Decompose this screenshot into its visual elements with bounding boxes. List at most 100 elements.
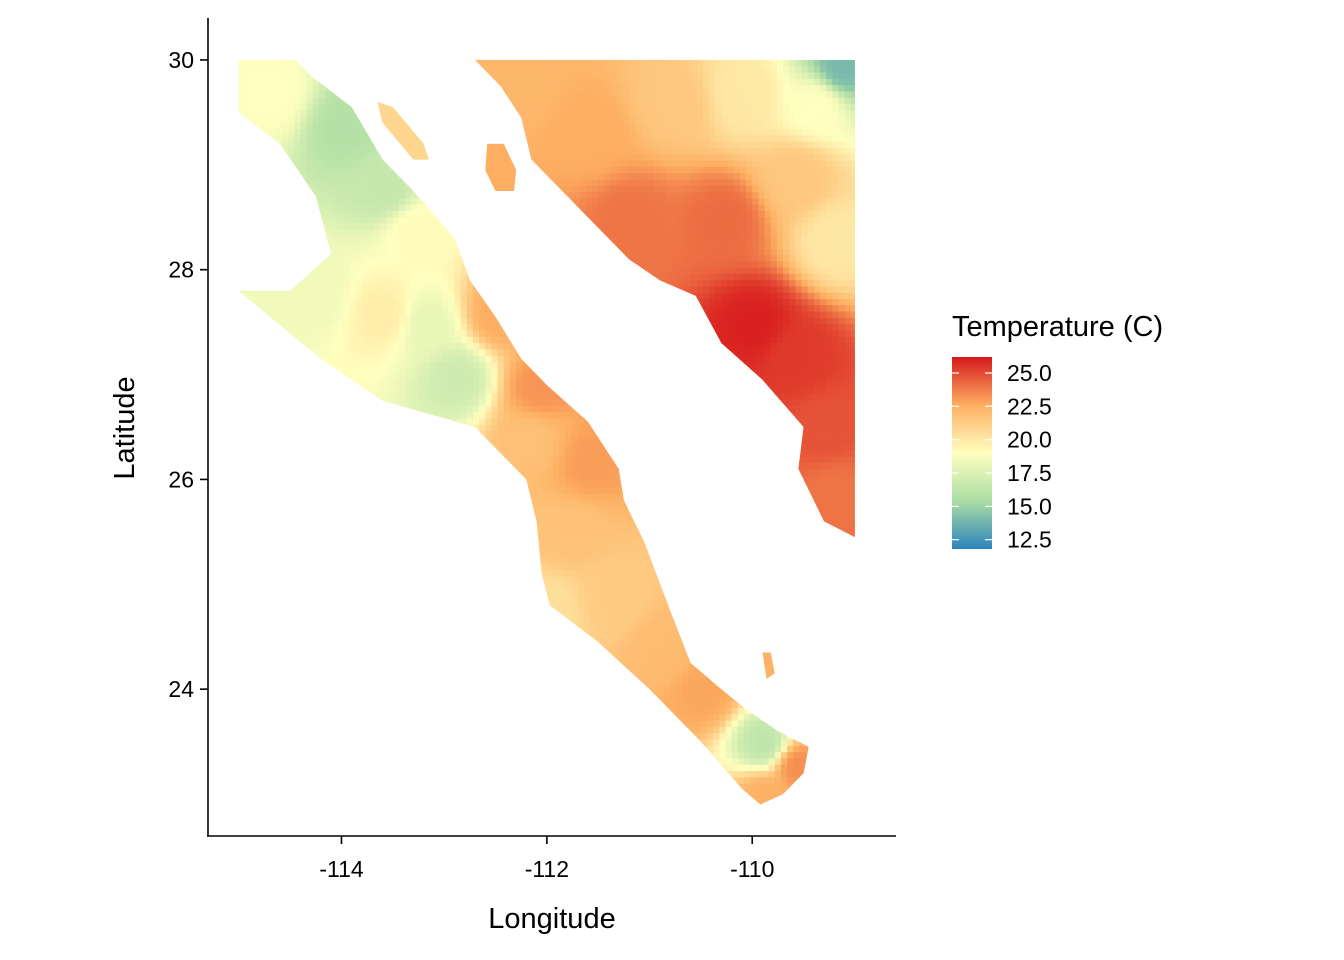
raster-cell: [460, 192, 468, 199]
raster-cell: [337, 141, 345, 149]
raster-cell: [337, 97, 345, 105]
raster-cell: [608, 324, 616, 332]
raster-cell: [663, 286, 671, 294]
raster-cell: [263, 393, 271, 401]
raster-cell: [497, 192, 505, 199]
raster-cell: [571, 362, 579, 369]
raster-cell: [312, 204, 320, 212]
raster-cell: [417, 343, 425, 350]
raster-cell: [546, 236, 554, 243]
raster-cell: [306, 362, 314, 369]
raster-cell: [251, 192, 258, 199]
raster-cell: [306, 343, 314, 350]
raster-cell: [497, 343, 505, 350]
raster-cell: [436, 305, 443, 313]
raster-cell: [682, 380, 690, 388]
raster-cell: [263, 185, 271, 193]
raster-cell: [454, 286, 462, 294]
raster-cell: [374, 59, 382, 67]
raster-cell: [411, 91, 419, 99]
raster-cell: [325, 85, 332, 92]
raster-cell: [312, 160, 320, 168]
raster-cell: [639, 374, 647, 382]
raster-cell: [583, 374, 591, 382]
raster-cell: [522, 374, 529, 382]
raster-cell: [368, 336, 375, 344]
raster-cell: [460, 242, 468, 250]
raster-cell: [577, 229, 585, 237]
raster-cell: [583, 380, 591, 388]
raster-cell: [337, 368, 345, 376]
raster-cell: [349, 261, 357, 269]
raster-cell: [460, 166, 468, 174]
raster-cell: [503, 242, 511, 250]
raster-cell: [663, 349, 671, 357]
raster-cell: [368, 355, 375, 363]
raster-cell: [349, 236, 357, 243]
raster-cell: [657, 324, 665, 332]
raster-cell: [417, 66, 425, 74]
raster-cell: [472, 116, 480, 124]
raster-cell: [472, 72, 480, 80]
raster-cell: [614, 343, 622, 350]
raster-cell: [355, 91, 363, 99]
raster-cell: [269, 154, 277, 162]
raster-cell: [263, 248, 271, 256]
raster-cell: [429, 248, 437, 256]
raster-cell: [312, 211, 320, 218]
raster-cell: [294, 85, 302, 92]
raster-cell: [479, 166, 486, 174]
raster-cell: [454, 248, 462, 256]
raster-cell: [436, 242, 443, 250]
raster-cell: [633, 374, 640, 382]
raster-cell: [325, 362, 332, 369]
raster-cell: [411, 273, 419, 281]
raster-cell: [288, 229, 295, 237]
raster-cell: [343, 362, 351, 369]
raster-cell: [374, 330, 382, 338]
raster-cell: [466, 179, 474, 187]
raster-cell: [368, 286, 375, 294]
raster-cell: [429, 229, 437, 237]
raster-cell: [337, 192, 345, 199]
raster-cell: [571, 311, 579, 319]
raster-cell: [719, 349, 727, 357]
raster-cell: [423, 72, 431, 80]
raster-cell: [448, 343, 456, 350]
raster-cell: [269, 311, 277, 319]
raster-cell: [245, 330, 252, 338]
raster-cell: [497, 305, 505, 313]
raster-cell: [245, 343, 252, 350]
raster-cell: [700, 355, 708, 363]
raster-cell: [485, 299, 493, 306]
raster-cell: [399, 349, 406, 357]
raster-cell: [583, 255, 591, 262]
raster-cell: [392, 299, 400, 306]
raster-cell: [343, 261, 351, 269]
raster-cell: [429, 116, 437, 124]
raster-cell: [386, 236, 394, 243]
raster-cell: [448, 261, 456, 269]
raster-cell: [368, 280, 375, 288]
raster-cell: [553, 255, 560, 262]
raster-cell: [355, 286, 363, 294]
raster-cell: [559, 211, 566, 218]
raster-cell: [343, 343, 351, 350]
raster-cell: [417, 192, 425, 199]
raster-cell: [411, 387, 419, 394]
raster-cell: [602, 286, 610, 294]
raster-cell: [245, 261, 252, 269]
raster-cell: [448, 104, 456, 111]
raster-cell: [534, 374, 542, 382]
raster-cell: [337, 317, 345, 325]
raster-cell: [349, 324, 357, 332]
raster-cell: [565, 305, 573, 313]
raster-cell: [627, 299, 634, 306]
raster-cell: [497, 317, 505, 325]
raster-cell: [448, 59, 456, 67]
raster-cell: [528, 192, 536, 199]
raster-cell: [442, 311, 449, 319]
raster-cell: [386, 66, 394, 74]
raster-cell: [337, 204, 345, 212]
raster-cell: [374, 166, 382, 174]
